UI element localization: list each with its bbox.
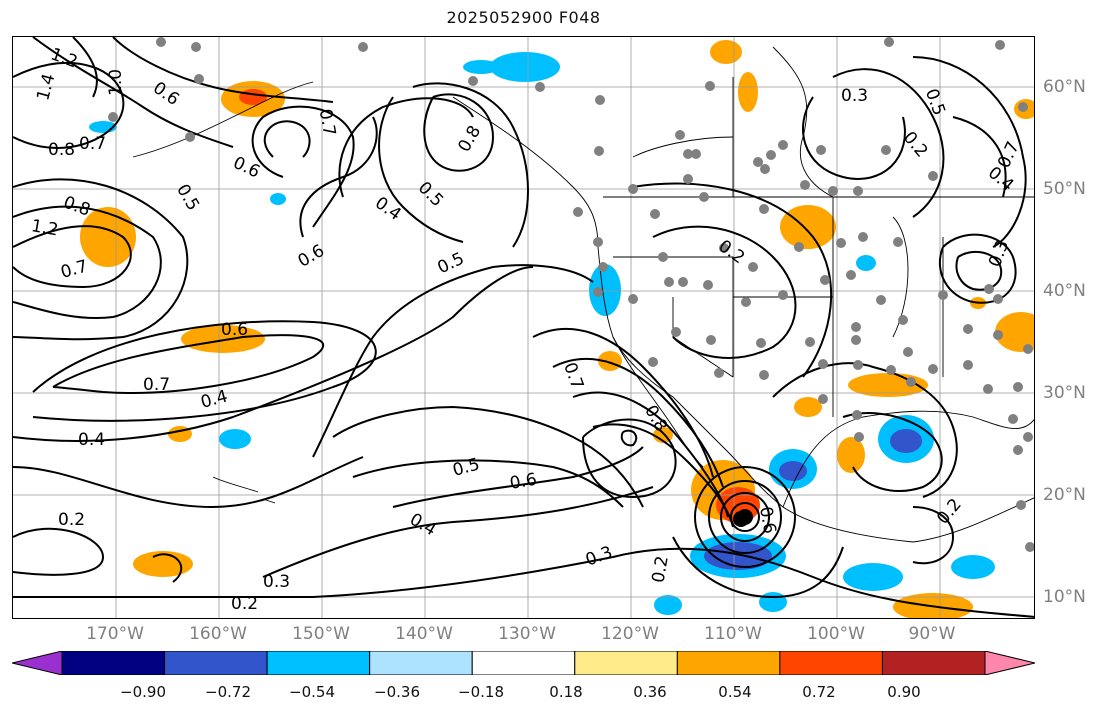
lon-label-170w: 170°W	[86, 624, 144, 644]
colorbar-tick-8: 0.54	[718, 683, 752, 701]
label-0.5-central: 0.5	[434, 249, 467, 279]
colorbar-tick-7: 0.36	[633, 683, 667, 701]
label-1.0: 1.0	[106, 69, 126, 96]
colorbar-tick-9: 0.72	[802, 683, 836, 701]
label-0.3-sub: 0.3	[583, 543, 615, 571]
colorbar-tick-5: −0.18	[458, 683, 504, 701]
label-0.8-coast: 0.8	[454, 122, 485, 155]
lon-label-140w: 140°W	[395, 624, 453, 644]
lat-label-50n: 50°N	[1043, 179, 1086, 199]
storm-center-marker	[733, 511, 749, 527]
label-1.2-nw: 1.2	[48, 44, 80, 72]
colorbar-segment-2	[164, 651, 268, 675]
colorbar-tick-4: −0.36	[374, 683, 420, 701]
label-0.5-west: 0.5	[172, 181, 203, 214]
colorbar	[12, 651, 1035, 675]
colorbar-tick-6: 0.18	[549, 683, 583, 701]
map-canvas: 1.2 1.4 1.0 0.8 0.7 0.6 0.6 0.7 0.8 0.4 …	[13, 37, 1034, 618]
label-0.2-gulf: 0.2	[933, 495, 966, 529]
colorbar-extend-high	[984, 651, 1035, 675]
colorbar-tick-10: 0.90	[887, 683, 921, 701]
colorbar-segment-4	[369, 651, 473, 675]
colorbar-segment-3	[266, 651, 371, 675]
contour-lines	[13, 37, 1034, 618]
label-0.3-canada: 0.3	[841, 86, 868, 106]
colorbar-segment-9	[881, 651, 986, 675]
colorbar-segment-1	[61, 651, 166, 675]
colorbar-extend-low	[12, 651, 63, 675]
label-0.2-mexico: 0.2	[648, 554, 672, 584]
label-0.7-far-w: 0.7	[59, 256, 90, 282]
plot-title: 2025052900 F048	[446, 8, 601, 27]
label-1.4: 1.4	[33, 72, 59, 103]
label-0.6-sub: 0.6	[508, 470, 538, 494]
label-0.4-sub: 0.4	[406, 509, 439, 540]
label-0.4-nepac: 0.4	[371, 193, 405, 225]
lat-label-40n: 40°N	[1043, 281, 1086, 301]
label-0.6-mexico: 0.6	[755, 505, 779, 535]
contour-label-group: 1.2 1.4 1.0 0.8 0.7 0.6 0.6 0.7 0.8 0.4 …	[30, 44, 1024, 614]
lat-label-10n: 10°N	[1043, 587, 1086, 607]
map-panel[interactable]: 1.2 1.4 1.0 0.8 0.7 0.6 0.6 0.7 0.8 0.4 …	[12, 36, 1035, 619]
label-0.7-alaska: 0.7	[315, 107, 339, 137]
label-0.2-us: 0.2	[715, 236, 749, 268]
lon-label-100w: 100°W	[807, 624, 865, 644]
label-0.5-canada: 0.5	[921, 86, 949, 118]
station-markers	[108, 37, 1034, 552]
lon-label-90w: 90°W	[908, 624, 956, 644]
label-0.7-baja: 0.7	[559, 360, 587, 392]
lon-label-130w: 130°W	[498, 624, 556, 644]
colorbar-segment-7	[676, 651, 781, 675]
label-0.5-sub: 0.5	[451, 454, 482, 480]
label-0.2-s: 0.2	[231, 594, 258, 614]
lat-label-60n: 60°N	[1043, 77, 1086, 97]
label-0.7-band: 0.7	[143, 375, 170, 395]
label-0.4-sw: 0.4	[78, 430, 105, 450]
label-0.5-nepac: 0.5	[414, 178, 447, 211]
label-0.4-band: 0.4	[199, 386, 230, 412]
label-0.2-sw: 0.2	[58, 510, 85, 530]
colorbar-tick-1: −0.90	[120, 683, 166, 701]
lat-label-30n: 30°N	[1043, 383, 1086, 403]
label-0.6-nepac: 0.6	[295, 241, 328, 272]
colorbar-segment-5	[471, 651, 576, 675]
label-0.8-w: 0.8	[48, 140, 75, 160]
lat-label-20n: 20°N	[1043, 485, 1086, 505]
colorbar-segment-6	[574, 651, 678, 675]
colorbar-segment-8	[779, 651, 883, 675]
lat-lon-grid	[13, 37, 1034, 618]
lon-label-150w: 150°W	[292, 624, 350, 644]
label-0.6-central: 0.6	[221, 320, 248, 340]
coastlines	[132, 46, 1034, 543]
colorbar-tick-3: −0.54	[289, 683, 335, 701]
lon-label-110w: 110°W	[704, 624, 762, 644]
label-0.2-canada: 0.2	[899, 128, 932, 162]
label-0.7-w: 0.7	[79, 134, 106, 154]
label-1.2-far-w: 1.2	[30, 216, 60, 240]
lon-label-120w: 120°W	[601, 624, 659, 644]
colorbar-tick-2: −0.72	[205, 683, 251, 701]
label-0.6-w: 0.6	[149, 78, 183, 110]
label-0.3-us: 0.3	[985, 238, 1013, 270]
label-0.3-sw: 0.3	[263, 572, 290, 592]
lon-label-160w: 160°W	[189, 624, 247, 644]
